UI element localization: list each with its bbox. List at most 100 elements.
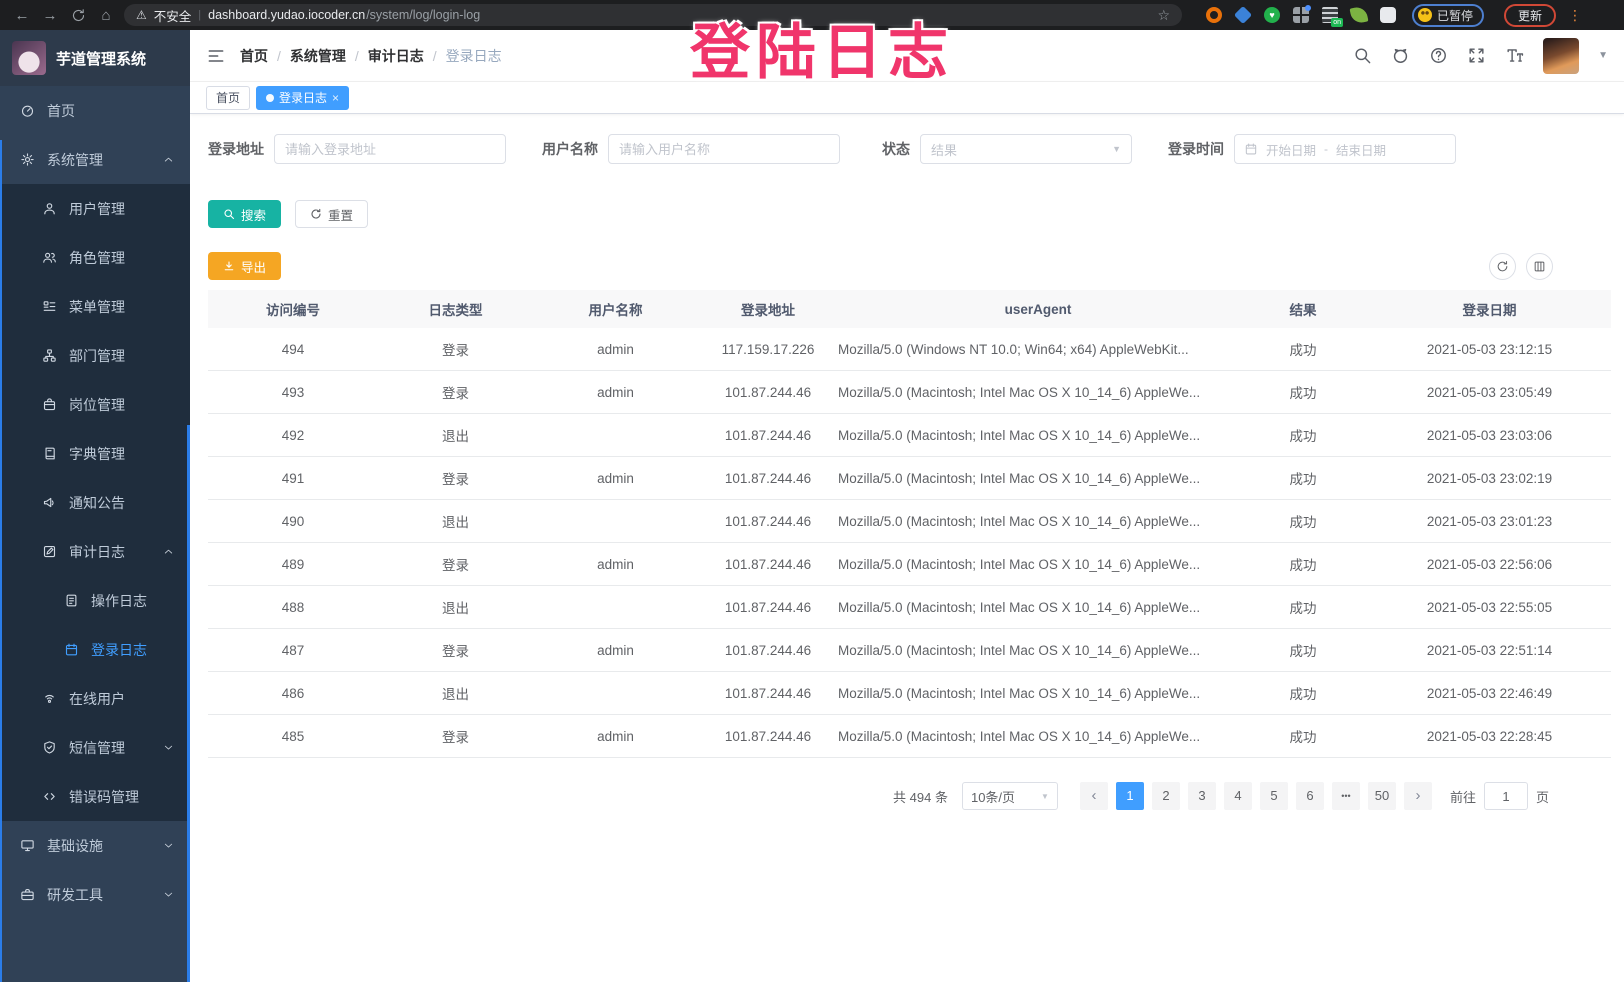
sidebar-item-dashboard[interactable]: 首页	[0, 86, 190, 135]
sidebar-item-label: 岗位管理	[69, 396, 125, 413]
cell: 101.87.244.46	[724, 384, 812, 400]
cell: 101.87.244.46	[724, 685, 812, 701]
paused-extension-badge[interactable]: 已暂停	[1412, 3, 1485, 27]
select-chevron-down-icon: ▼	[1112, 144, 1121, 154]
cell: 成功	[1289, 429, 1317, 444]
cell: 493	[281, 384, 305, 400]
tab-active[interactable]: 登录日志 ×	[256, 85, 350, 110]
font-size-icon[interactable]	[1505, 46, 1524, 65]
fullscreen-icon[interactable]	[1467, 46, 1486, 65]
grid-extension-icon[interactable]	[1293, 5, 1311, 23]
page-button[interactable]: 3	[1187, 782, 1216, 810]
sidebar-item-label: 基础设施	[47, 837, 103, 854]
cell: 成功	[1289, 644, 1317, 659]
sidebar-item-dictionary[interactable]: 字典管理	[0, 429, 190, 478]
github-icon[interactable]	[1391, 46, 1410, 65]
browser-reload-icon[interactable]	[64, 7, 92, 24]
sidebar-item-menu-list[interactable]: 菜单管理	[0, 282, 190, 331]
column-header: 用户名称	[588, 303, 643, 318]
app-logo[interactable]: 芋道管理系统	[0, 30, 190, 86]
export-button[interactable]: 导出	[208, 252, 282, 280]
page-button[interactable]: 50	[1367, 782, 1396, 810]
sidebar-item-user[interactable]: 用户管理	[0, 184, 190, 233]
url-bar[interactable]: ⚠ 不安全 | dashboard.yudao.iocoder.cn /syst…	[124, 4, 1182, 26]
cell: Mozilla/5.0 (Macintosh; Intel Mac OS X 1…	[838, 685, 1201, 701]
sidebar-item-login-log[interactable]: 登录日志	[0, 625, 190, 674]
cell: 退出	[442, 601, 469, 616]
breadcrumb-item[interactable]: 首页	[240, 47, 268, 64]
orange-ring-extension-icon[interactable]	[1206, 7, 1222, 23]
browser-back-icon[interactable]: ←	[14, 6, 30, 24]
sidebar-item-label: 菜单管理	[69, 298, 125, 315]
browser-update-button[interactable]: 更新	[1504, 3, 1557, 27]
username-input[interactable]	[608, 134, 840, 164]
page-button[interactable]: 2	[1151, 782, 1180, 810]
page-button[interactable]: 5	[1259, 782, 1288, 810]
puzzle-extension-icon[interactable]	[1380, 7, 1396, 23]
sidebar-item-error-code[interactable]: 错误码管理	[0, 772, 190, 821]
blue-gem-extension-icon[interactable]	[1233, 5, 1253, 25]
menu-list-icon	[42, 299, 57, 314]
cell: 117.159.17.226	[721, 341, 815, 357]
sidebar-toggle-hamburger-icon[interactable]	[206, 46, 226, 66]
breadcrumb: 首页 / 系统管理 / 审计日志 / 登录日志	[240, 46, 502, 66]
table-body: 494 登录 admin 117.159.17.226 Mozilla/5.0 (Win…	[208, 328, 1611, 758]
sidebar-item-org-tree[interactable]: 部门管理	[0, 331, 190, 380]
cell: 489	[281, 556, 305, 572]
page-size-select[interactable]: 10条/页 ▼	[961, 782, 1058, 810]
table-row: 485 登录 admin 101.87.244.46 Mozilla/5.0 (Maci…	[208, 715, 1611, 758]
sidebar-item-online-users[interactable]: 在线用户	[0, 674, 190, 723]
content: 登录地址 用户名称 状态 结果 ▼ 登录时间 开始日期 - 结束日期	[190, 114, 1624, 982]
breadcrumb-item[interactable]: 审计日志	[367, 47, 424, 64]
leaf-extension-icon[interactable]	[1349, 5, 1369, 25]
user-avatar[interactable]	[1543, 37, 1580, 74]
table-row: 486 退出 101.87.244.46 Mozilla/5.0 (Macintosh…	[208, 672, 1611, 715]
list-extension-icon[interactable]: on	[1322, 7, 1343, 27]
page-button[interactable]: 4	[1223, 782, 1252, 810]
cell: 登录	[442, 343, 469, 358]
reset-button-label: 重置	[328, 208, 354, 223]
chevron-down-icon	[163, 889, 174, 900]
sidebar-item-label: 用户管理	[69, 200, 125, 217]
sidebar-item-post-badge[interactable]: 岗位管理	[0, 380, 190, 429]
sidebar-item-gear[interactable]: 系统管理	[0, 135, 190, 184]
search-button[interactable]: 搜索	[208, 200, 282, 228]
browser-menu-kebab-icon[interactable]: ⋮	[1568, 6, 1583, 23]
green-heart-extension-icon[interactable]: ♥	[1264, 7, 1280, 23]
browser-forward-icon[interactable]: →	[42, 6, 58, 24]
paused-label: 已暂停	[1437, 8, 1474, 23]
extension-on-badge: on	[1331, 18, 1343, 27]
breadcrumb-item[interactable]: 系统管理	[289, 47, 346, 64]
help-icon[interactable]	[1429, 46, 1448, 65]
tab-0[interactable]: 首页	[206, 85, 251, 110]
login-time-range-picker[interactable]: 开始日期 - 结束日期	[1234, 134, 1456, 164]
avatar-caret-down-icon[interactable]: ▼	[1598, 50, 1608, 61]
goto-page-input[interactable]	[1483, 782, 1528, 810]
infrastructure-icon	[20, 838, 35, 853]
browser-home-icon[interactable]: ⌂	[101, 6, 111, 24]
sidebar-item-announcement[interactable]: 通知公告	[0, 478, 190, 527]
previous-page-button[interactable]: ‹	[1079, 782, 1108, 810]
sidebar-item-devtools[interactable]: 研发工具	[0, 870, 190, 919]
sidebar-item-sms-shield[interactable]: 短信管理	[0, 723, 190, 772]
search-icon[interactable]	[1353, 46, 1372, 65]
reset-button[interactable]: 重置	[295, 200, 369, 228]
column-settings-button[interactable]	[1526, 252, 1553, 280]
login-address-input[interactable]	[274, 134, 506, 164]
status-select[interactable]: 结果 ▼	[920, 134, 1132, 164]
sidebar-item-operation-log[interactable]: 操作日志	[0, 576, 190, 625]
refresh-table-button[interactable]	[1489, 252, 1516, 280]
breadcrumb-separator: /	[277, 47, 281, 64]
sidebar-item-audit-log[interactable]: 审计日志	[0, 527, 190, 576]
tabs-bar: 首页 登录日志 ×	[190, 82, 1624, 114]
bookmark-star-icon[interactable]: ☆	[1157, 6, 1170, 23]
page-button[interactable]: 1	[1115, 782, 1144, 810]
url-path: /system/log/login-log	[366, 8, 481, 22]
date-separator: -	[1324, 142, 1329, 156]
next-page-button[interactable]: ›	[1403, 782, 1432, 810]
tab-close-icon[interactable]: ×	[332, 90, 340, 105]
page-button[interactable]: 6	[1295, 782, 1324, 810]
sidebar-item-infrastructure[interactable]: 基础设施	[0, 821, 190, 870]
sidebar-item-roles[interactable]: 角色管理	[0, 233, 190, 282]
not-secure-label: 不安全	[153, 9, 192, 24]
